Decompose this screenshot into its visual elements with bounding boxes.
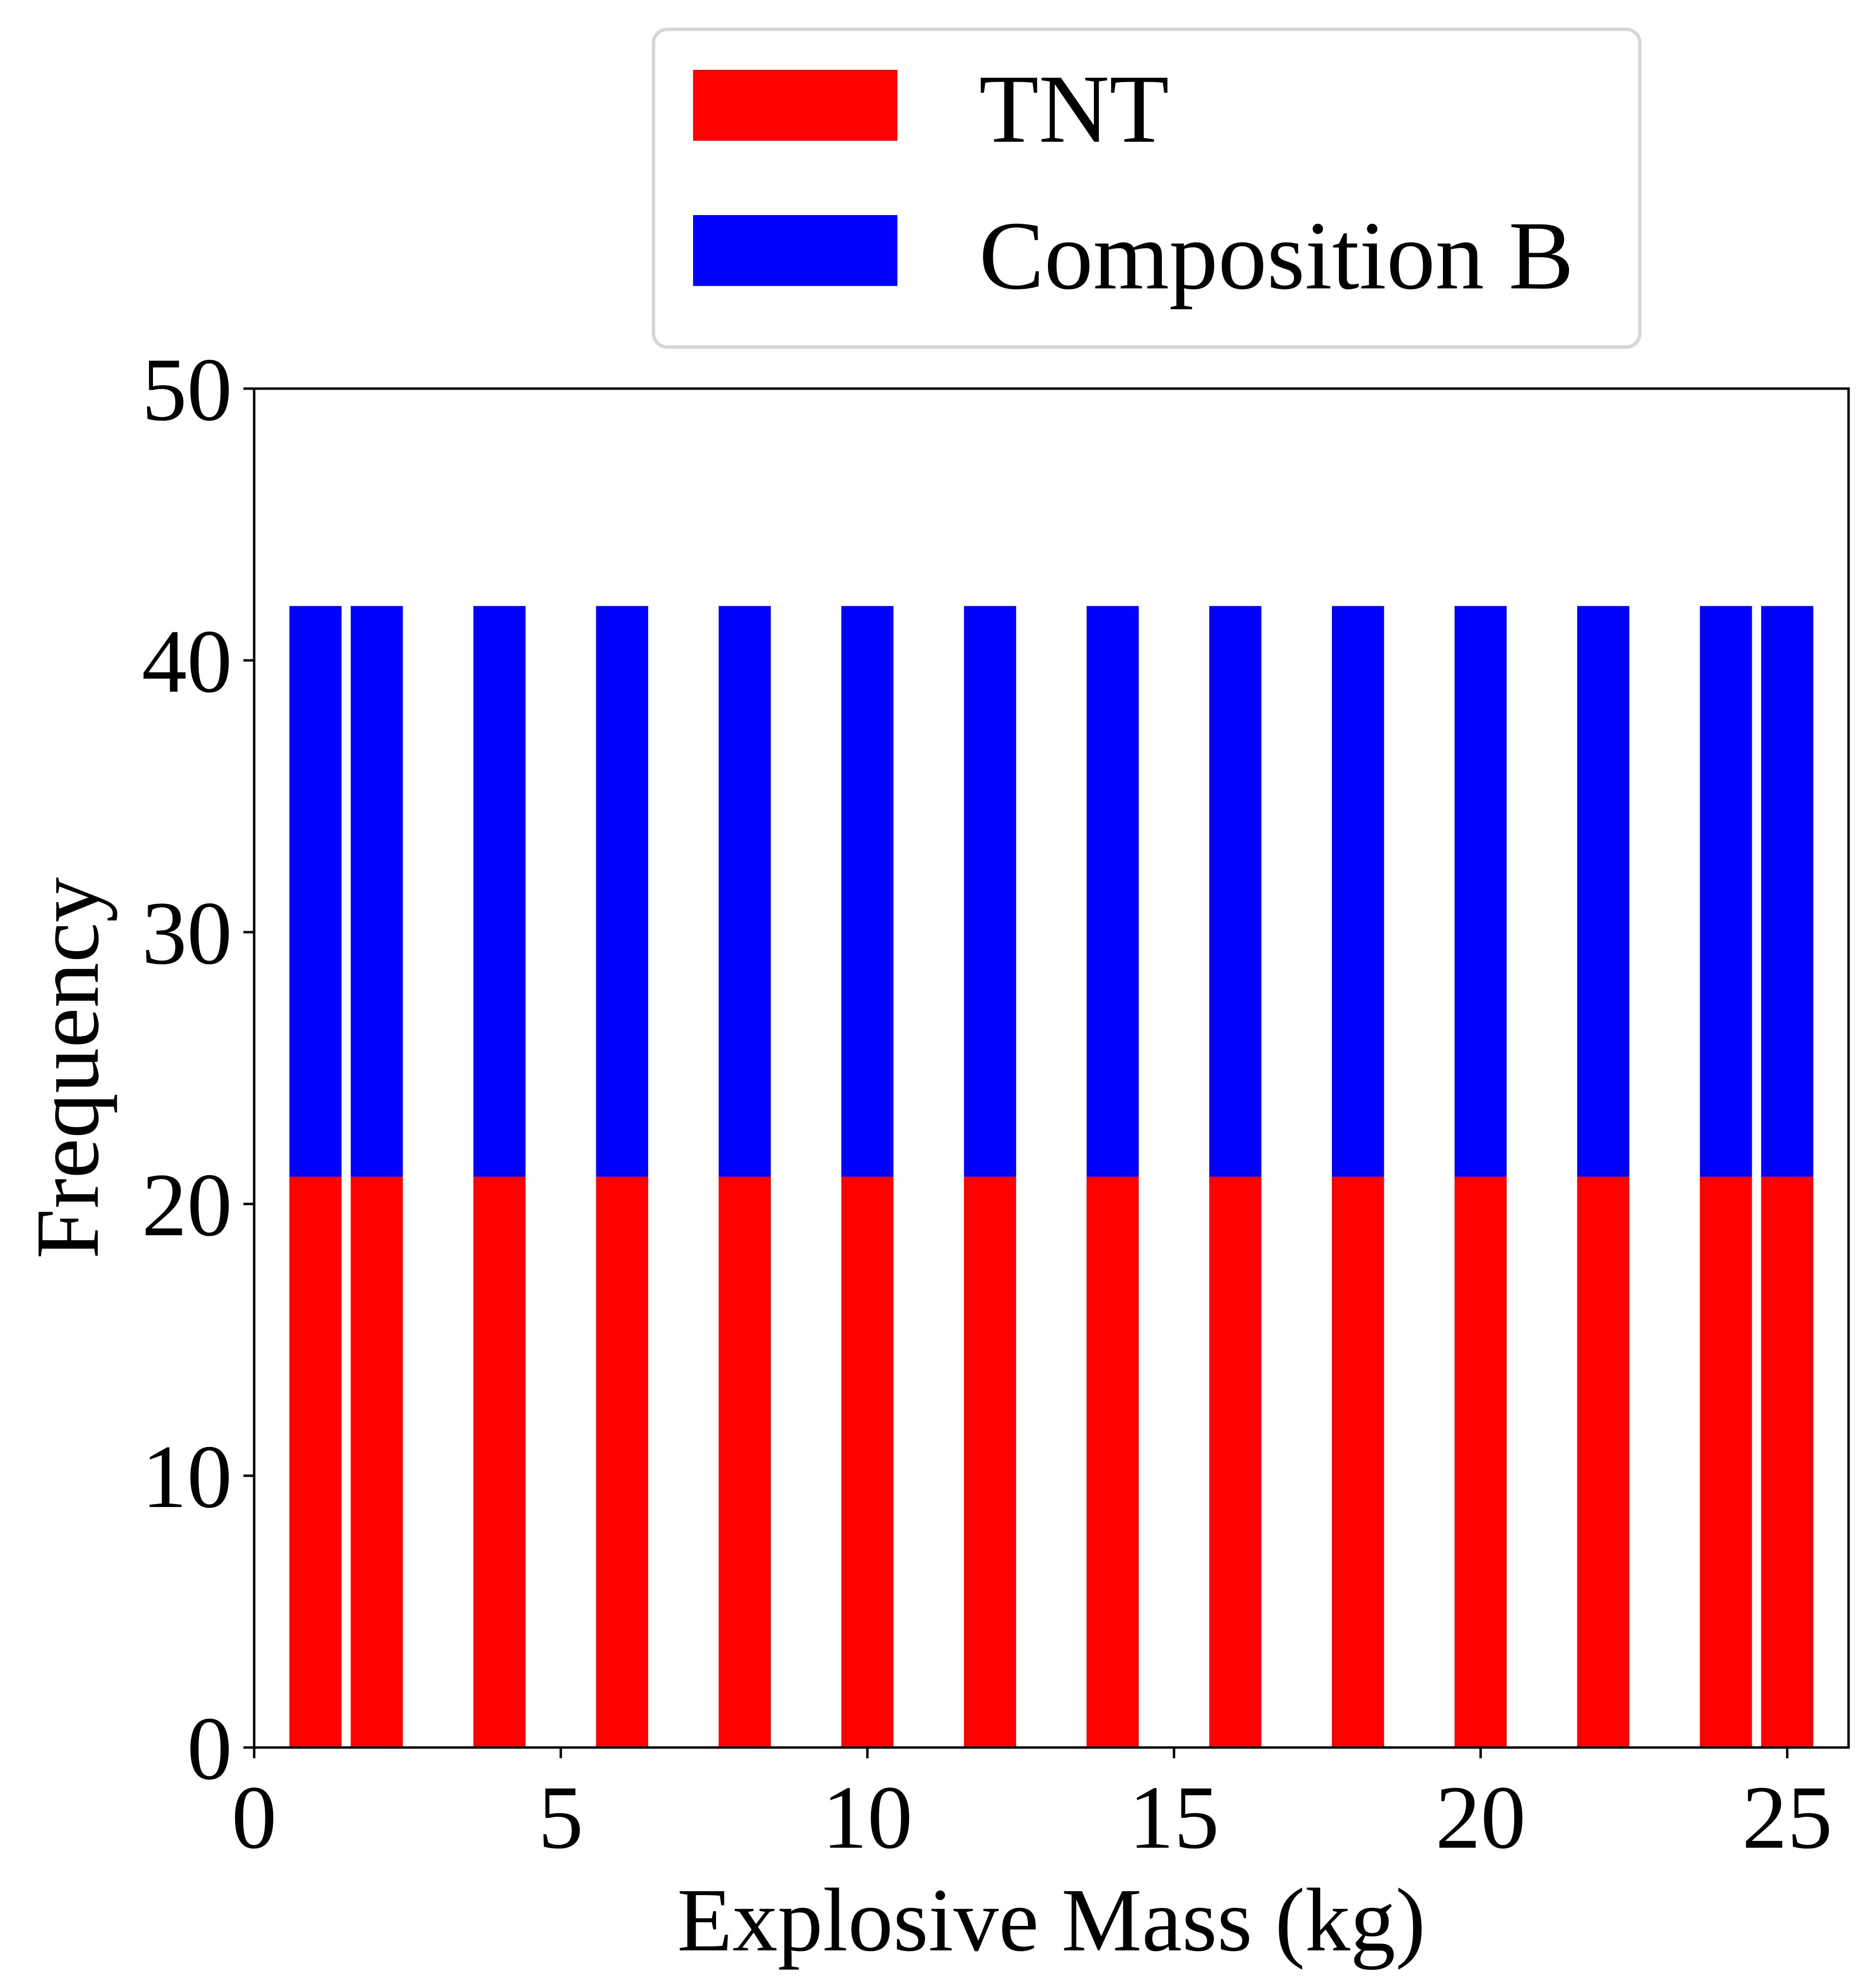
bars-group [289, 606, 1813, 1748]
bar-composition-b [350, 606, 403, 1177]
bar-tnt [1209, 1177, 1262, 1748]
x-tick-label: 25 [1742, 1768, 1832, 1868]
legend-swatch-tnt [693, 70, 897, 141]
x-tick-label: 0 [232, 1768, 277, 1868]
y-tick-label: 10 [142, 1427, 232, 1527]
bar-composition-b [1761, 606, 1813, 1177]
legend-swatch-composition-b [693, 215, 897, 286]
y-axis-label: Frequency [18, 877, 118, 1259]
bar-tnt [289, 1177, 342, 1748]
bar-composition-b [289, 606, 342, 1177]
legend: TNT Composition B [652, 27, 1642, 349]
bar-composition-b [841, 606, 893, 1177]
bar-composition-b [719, 606, 771, 1177]
x-tick-label: 5 [538, 1768, 584, 1868]
bar-tnt [350, 1177, 403, 1748]
bar-composition-b [1454, 606, 1507, 1177]
bar-composition-b [1699, 606, 1752, 1177]
bar-tnt [1761, 1177, 1813, 1748]
x-tick-label: 15 [1129, 1768, 1219, 1868]
bar-composition-b [1577, 606, 1630, 1177]
x-axis-ticks: 0 5 10 15 20 25 [232, 1748, 1832, 1868]
bar-tnt [964, 1177, 1016, 1748]
bar-composition-b [964, 606, 1016, 1177]
bar-composition-b [473, 606, 526, 1177]
bar-tnt [1699, 1177, 1752, 1748]
bar-composition-b [596, 606, 649, 1177]
bar-tnt [1087, 1177, 1139, 1748]
x-tick-label: 10 [822, 1768, 913, 1868]
legend-frame [652, 27, 1642, 349]
y-tick-label: 0 [187, 1699, 233, 1799]
bar-tnt [1454, 1177, 1507, 1748]
bar-tnt [473, 1177, 526, 1748]
plot-frame [253, 387, 1850, 1749]
bar-tnt [596, 1177, 649, 1748]
bar-composition-b [1087, 606, 1139, 1177]
bar-composition-b [1331, 606, 1384, 1177]
x-tick-label: 20 [1436, 1768, 1526, 1868]
y-tick-label: 20 [142, 1155, 232, 1255]
y-tick-label: 30 [142, 883, 232, 983]
bar-tnt [719, 1177, 771, 1748]
x-axis-label: Explosive Mass (kg) [677, 1870, 1425, 1970]
y-tick-label: 50 [142, 340, 232, 440]
bar-tnt [1331, 1177, 1384, 1748]
y-tick-label: 40 [142, 612, 232, 712]
bar-tnt [1577, 1177, 1630, 1748]
legend-label-tnt: TNT [979, 55, 1169, 163]
bar-tnt [841, 1177, 893, 1748]
bar-composition-b [1209, 606, 1262, 1177]
y-axis-ticks: 0 10 20 30 40 50 [142, 340, 254, 1799]
legend-label-composition-b: Composition B [979, 202, 1574, 310]
